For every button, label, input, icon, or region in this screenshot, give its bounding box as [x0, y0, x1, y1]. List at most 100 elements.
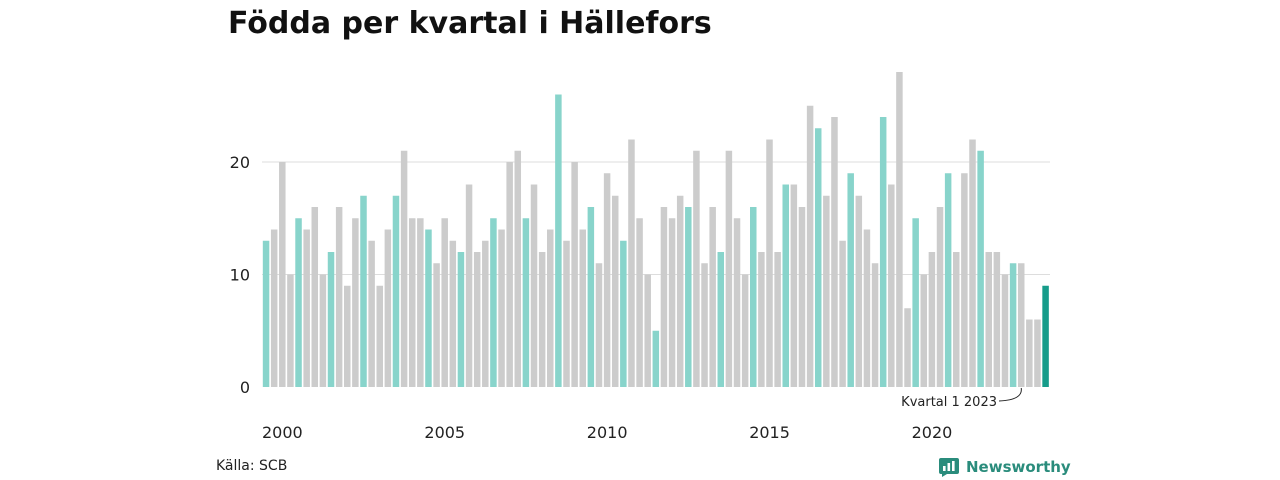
- bar: [814, 128, 822, 387]
- bar: [279, 162, 286, 387]
- bar: [563, 240, 570, 387]
- bar: [482, 240, 489, 387]
- bar: [441, 218, 448, 387]
- bar: [1001, 274, 1009, 387]
- y-tick-label: 10: [230, 266, 250, 285]
- bar: [953, 252, 960, 387]
- bar: [660, 207, 668, 387]
- bar: [644, 274, 651, 387]
- bar: [368, 240, 375, 387]
- bar: [790, 184, 798, 387]
- bar: [863, 229, 871, 387]
- bar: [985, 252, 992, 387]
- bar: [676, 195, 684, 387]
- bar: [611, 195, 619, 387]
- brand-name: Newsworthy: [966, 458, 1071, 476]
- bar: [798, 207, 806, 387]
- bar: [1017, 263, 1025, 387]
- bar: [628, 139, 635, 387]
- bar: [1034, 319, 1041, 387]
- y-tick-label: 0: [240, 378, 250, 397]
- bar: [522, 218, 530, 387]
- bar: [595, 263, 603, 387]
- bar: [352, 218, 359, 387]
- brand-logo: Newsworthy: [938, 456, 1071, 478]
- bar: [969, 139, 976, 387]
- bar: [344, 285, 351, 387]
- bar: [709, 207, 716, 387]
- bar: [993, 252, 1001, 387]
- x-tick-label: 2010: [587, 423, 628, 442]
- bar: [425, 229, 432, 387]
- bar: [928, 252, 936, 387]
- bar: [717, 252, 725, 387]
- bar: [408, 218, 416, 387]
- bar: [547, 229, 554, 387]
- bar: [287, 274, 294, 387]
- bar: [725, 150, 733, 387]
- bar: [530, 184, 538, 387]
- bar: [433, 263, 440, 387]
- y-axis-ticks: 0 10 20: [230, 153, 250, 397]
- annotation: Kvartal 1 2023: [901, 387, 1022, 410]
- bar: [538, 252, 546, 387]
- bars: [262, 72, 1049, 387]
- bar: [449, 240, 457, 387]
- bar: [417, 218, 424, 387]
- x-axis-ticks: 2000 2005 2010 2015 2020: [262, 423, 952, 442]
- bar: [360, 195, 367, 387]
- bar: [871, 263, 879, 387]
- bar: [879, 117, 887, 387]
- bar: [636, 218, 643, 387]
- bar: [823, 195, 830, 387]
- y-tick-label: 20: [230, 153, 250, 172]
- bar: [335, 207, 343, 387]
- bar: [498, 229, 505, 387]
- bar: [977, 150, 984, 387]
- bar: [620, 240, 627, 387]
- bar: [1026, 319, 1033, 387]
- bar: [847, 173, 854, 387]
- bar: [920, 274, 928, 387]
- bar: [571, 162, 578, 387]
- bar: [270, 229, 278, 387]
- bar: [888, 184, 895, 387]
- bar: [514, 150, 522, 387]
- bar-highlight: [1042, 285, 1049, 387]
- bar: [473, 252, 481, 387]
- bar: [693, 150, 700, 387]
- bar: [295, 218, 302, 387]
- bar: [855, 195, 863, 387]
- bar: [896, 72, 903, 387]
- x-tick-label: 2000: [262, 423, 303, 442]
- bar: [457, 252, 465, 387]
- bar: [758, 252, 765, 387]
- bar: [774, 252, 781, 387]
- x-tick-label: 2020: [912, 423, 953, 442]
- chart-title: Födda per kvartal i Hällefors: [228, 6, 712, 41]
- source-note: Källa: SCB: [216, 458, 288, 474]
- x-tick-label: 2005: [424, 423, 465, 442]
- bar: [782, 184, 789, 387]
- annotation-label: Kvartal 1 2023: [901, 395, 997, 410]
- bar: [912, 218, 919, 387]
- newsworthy-logo-icon: [939, 458, 959, 477]
- bar: [400, 150, 408, 387]
- bar: [490, 218, 497, 387]
- bar: [303, 229, 310, 387]
- bar: [603, 173, 611, 387]
- bar: [311, 207, 319, 387]
- bar: [750, 207, 757, 387]
- bar: [701, 263, 708, 387]
- bar: [376, 285, 383, 387]
- bar: [733, 218, 741, 387]
- bar: [944, 173, 952, 387]
- bar: [668, 218, 676, 387]
- bar: [1009, 263, 1017, 387]
- bar: [384, 229, 392, 387]
- bar: [319, 274, 327, 387]
- bar: [831, 117, 838, 387]
- bar: [839, 240, 846, 387]
- annotation-arrow: [998, 387, 1022, 402]
